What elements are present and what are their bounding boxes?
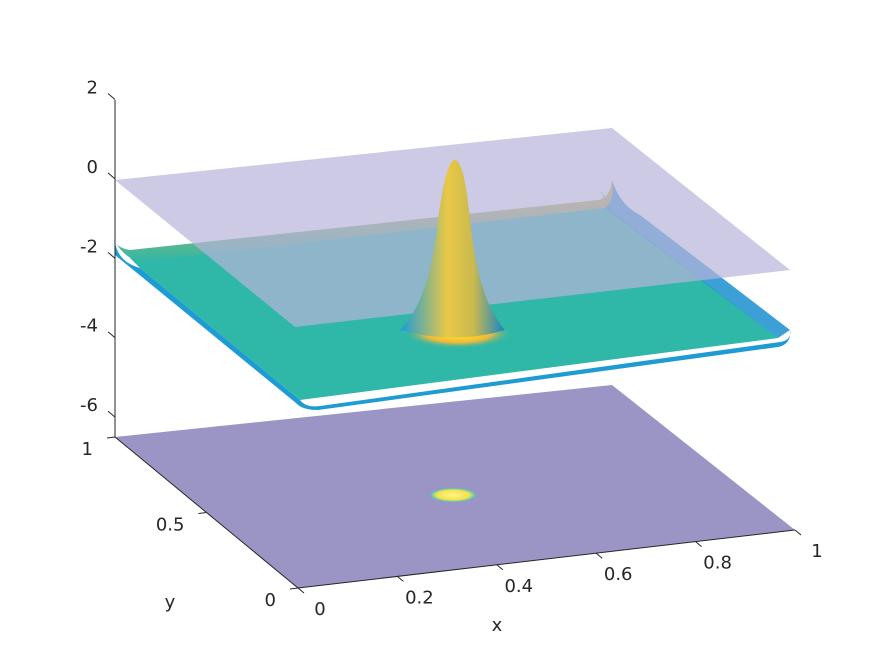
- z-tick-label: 0: [87, 157, 98, 178]
- x-tick-label: 1: [811, 541, 822, 562]
- z-tick: [107, 251, 116, 259]
- x-tick-label: 0: [314, 599, 325, 620]
- z-tick: [107, 331, 116, 339]
- y-tick-label: 1: [82, 439, 93, 460]
- y-tick: [106, 436, 116, 439]
- x-axis-label: x: [492, 615, 503, 636]
- z-tick-label: -6: [80, 395, 98, 416]
- z-tick-label: 2: [87, 78, 98, 99]
- z-tick-label: -2: [80, 236, 98, 257]
- x-tick: [496, 564, 504, 571]
- x-tick-label: 0.4: [504, 576, 533, 597]
- y-axis-label: y: [165, 592, 176, 613]
- x-tick: [794, 529, 802, 536]
- y-tick-label: 0: [265, 590, 276, 611]
- y-tick-label: 0.5: [156, 515, 185, 536]
- z-tick: [107, 410, 116, 418]
- x-tick: [695, 541, 702, 547]
- surface-right-edge: [605, 180, 790, 338]
- z-tick-label: -4: [80, 316, 98, 337]
- y-tick: [289, 587, 299, 590]
- surface-peak: [400, 160, 505, 338]
- x-tick: [595, 552, 603, 559]
- surface-edge: [115, 242, 791, 410]
- y-tick: [198, 512, 207, 514]
- floor-spot: [430, 488, 476, 502]
- x-axis: [297, 529, 796, 589]
- z-tick: [107, 172, 116, 180]
- floor-map: [115, 385, 795, 588]
- x-tick: [297, 587, 305, 594]
- z-tick: [107, 93, 116, 100]
- x-tick-label: 0.6: [604, 564, 633, 585]
- x-tick: [397, 576, 404, 582]
- x-tick-label: 0.8: [703, 553, 732, 574]
- x-tick-label: 0.2: [405, 587, 434, 608]
